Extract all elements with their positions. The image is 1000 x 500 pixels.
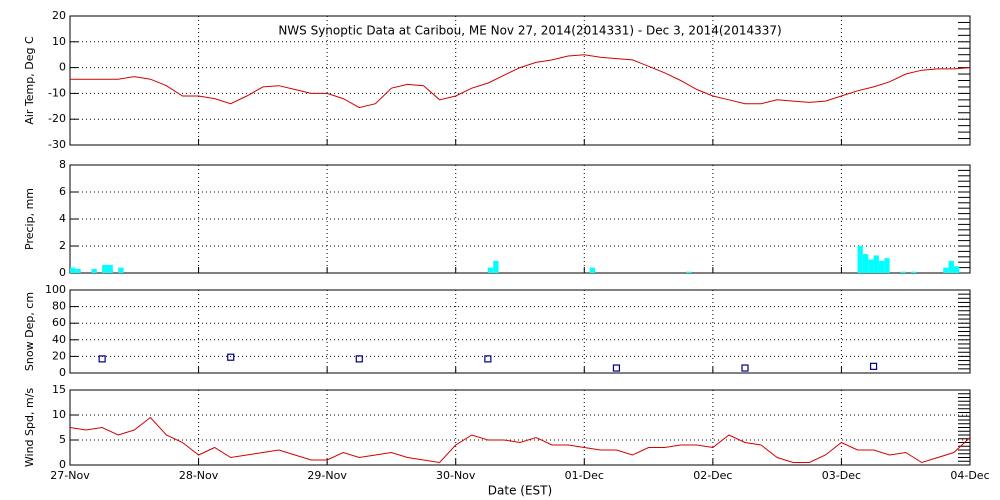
point [355,355,363,363]
y-tick-label: 15 [52,383,66,396]
panel-frame [69,389,971,466]
x-tick-label: 28-Nov [179,469,219,482]
y-tick-label: 0 [59,266,66,279]
x-tick-label: 30-Nov [436,469,476,482]
y-tick-label: 10 [52,35,66,48]
point [484,355,492,363]
bar [107,264,113,273]
x-tick-label: 02-Dec [693,469,732,482]
y-tick-label: 20 [52,9,66,22]
panel-frame [69,289,971,374]
bar [91,268,97,273]
y-axis-label: Precip, mm [23,188,36,250]
data-line [70,54,971,109]
y-tick-label: 4 [59,212,66,225]
y-tick-label: 0 [59,366,66,379]
bar [118,267,124,273]
y-tick-label: -30 [48,138,66,151]
bar [487,267,494,273]
data-line [69,416,971,464]
bar [862,254,869,273]
y-tick-label: 0 [59,458,66,471]
bar [102,264,108,273]
y-axis-label: Wind Spd, m/s [23,388,36,468]
point [227,353,235,361]
y-tick-label: 5 [59,433,66,446]
bar [948,260,954,273]
bar [493,260,499,273]
y-axis-label: Snow Dep, cm [23,292,36,371]
bar [953,266,960,273]
x-tick-label: 04-Dec [950,469,989,482]
y-tick-label: 10 [52,408,66,421]
bar [911,271,917,273]
point [98,355,106,363]
y-tick-label: 80 [52,300,66,313]
bar [873,255,879,273]
point [741,364,749,372]
bar [857,246,863,273]
y-tick-label: -10 [48,86,66,99]
bar [878,260,885,273]
y-tick-label: 8 [59,158,66,171]
y-tick-label: 40 [52,333,66,346]
x-tick-label: 29-Nov [307,469,347,482]
y-tick-label: 100 [45,283,66,296]
bar [70,267,76,273]
point [612,364,621,372]
bar [884,258,890,273]
y-tick-label: 20 [52,349,66,362]
bar [900,271,906,273]
y-axis-label: Air Temp, Deg C [23,36,36,125]
bar [943,267,949,273]
x-tick-label: 01-Dec [565,469,604,482]
bar [686,271,692,273]
y-tick-label: 0 [59,61,66,74]
x-tick-label: 27-Nov [50,469,90,482]
bar [75,268,81,273]
chart-title: NWS Synoptic Data at Caribou, ME Nov 27,… [278,24,781,38]
y-tick-label: -20 [48,112,66,125]
y-tick-label: 2 [59,239,66,252]
point [869,362,878,370]
x-tick-label: 03-Dec [822,469,861,482]
y-tick-label: 6 [59,185,66,198]
y-tick-label: 60 [52,316,66,329]
x-axis-label: Date (EST) [488,484,552,498]
bar [589,267,595,273]
bar [868,259,874,273]
